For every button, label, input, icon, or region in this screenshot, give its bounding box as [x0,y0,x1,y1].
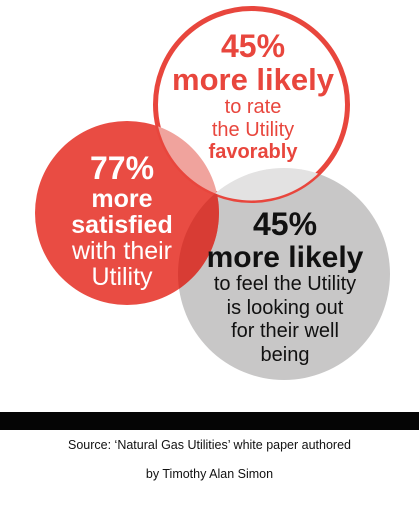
source-line1: Source: ‘Natural Gas Utilities’ white pa… [67,438,351,452]
right-circle-text: 45% more likely to feel the Utility is l… [190,206,380,367]
right-line3: for their well [231,320,339,343]
right-line4: being [260,343,310,366]
left-circle-text: 77% more satisfied with their Utility [42,150,202,292]
divider-bar [0,412,419,430]
top-circle-text: 45% more likely to rate the Utility favo… [158,28,348,164]
left-percent: 77% [89,150,155,186]
top-line3: favorably [208,141,298,164]
top-headline: more likely [172,61,334,97]
left-line1: more [91,184,153,213]
venn-diagram: 45% more likely to rate the Utility favo… [35,6,390,380]
right-percent: 45% [252,206,318,242]
right-line1: to feel the Utility [213,273,357,296]
top-percent: 45% [220,28,286,64]
left-line3: with their [71,237,173,266]
overlap-tints [155,121,348,305]
top-line1: to rate [224,96,282,119]
source-line2: by Timothy Alan Simon [145,467,274,481]
right-headline: more likely [206,240,364,274]
left-line4: Utility [91,263,153,292]
top-line2: the Utility [211,119,295,142]
right-line2: is looking out [226,296,344,319]
left-line2: satisfied [71,210,173,239]
